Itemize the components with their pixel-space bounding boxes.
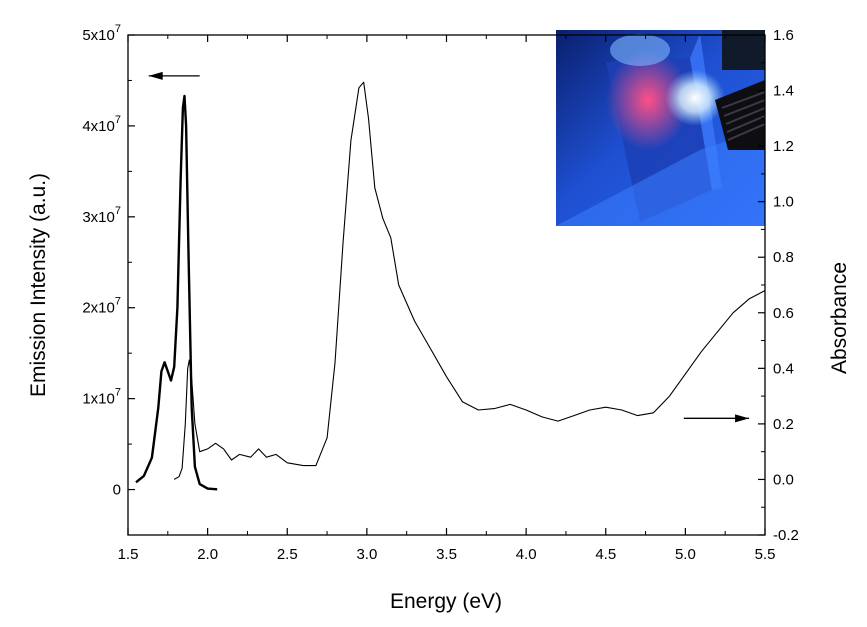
left-y-axis: 0 1x107 2x107 3x107 4x107 5x107 bbox=[82, 23, 135, 499]
x-tick-label: 1.5 bbox=[118, 546, 139, 563]
inset-top-glow bbox=[610, 34, 670, 66]
right-tick-label: 0.8 bbox=[773, 249, 794, 266]
right-axis-arrow bbox=[683, 414, 750, 423]
x-tick-label: 2.5 bbox=[277, 546, 298, 563]
right-tick-label: 0.2 bbox=[773, 416, 794, 433]
x-axis-title: Energy (eV) bbox=[390, 590, 502, 613]
right-axis-arrow-head bbox=[735, 414, 750, 423]
inset-dark-corner bbox=[722, 30, 765, 70]
left-tick-label: 1x107 bbox=[82, 387, 121, 408]
x-tick-label: 3.5 bbox=[436, 546, 457, 563]
right-tick-label: 1.0 bbox=[773, 194, 794, 211]
x-tick-label: 5.5 bbox=[755, 546, 776, 563]
left-axis-arrow bbox=[148, 71, 200, 80]
right-tick-label: 1.6 bbox=[773, 27, 794, 44]
right-tick-label: 0.6 bbox=[773, 305, 794, 322]
absorbance-series-line bbox=[173, 81, 766, 480]
inset-optic-tube bbox=[715, 80, 765, 150]
right-y-axis-title: Absorbance bbox=[828, 262, 851, 374]
inset-pink-glow bbox=[606, 50, 690, 150]
inset-photo bbox=[556, 30, 765, 226]
x-tick-label: 3.0 bbox=[356, 546, 377, 563]
left-tick-label: 5x107 bbox=[82, 23, 121, 44]
left-tick-label: 4x107 bbox=[82, 114, 121, 135]
right-tick-label: 1.4 bbox=[773, 83, 794, 100]
right-tick-label: 1.2 bbox=[773, 138, 794, 155]
right-tick-label: 0.4 bbox=[773, 360, 794, 377]
inset-light-beam bbox=[556, 128, 765, 226]
left-axis-arrow-head bbox=[148, 71, 163, 80]
x-tick-label: 2.0 bbox=[197, 546, 218, 563]
x-tick-label: 4.5 bbox=[595, 546, 616, 563]
right-y-axis: -0.2 0.0 0.2 0.4 0.6 0.8 1.0 1.2 1.4 1.6 bbox=[758, 27, 799, 544]
right-tick-label: -0.2 bbox=[773, 527, 799, 544]
axis-arrows bbox=[148, 71, 750, 423]
x-axis: 1.5 2.0 2.5 3.0 3.5 4.0 4.5 5.0 5.5 bbox=[118, 35, 776, 563]
left-tick-label: 0 bbox=[113, 482, 121, 499]
x-tick-label: 5.0 bbox=[675, 546, 696, 563]
right-tick-label: 0.0 bbox=[773, 471, 794, 488]
left-y-axis-title: Emission Intensity (a.u.) bbox=[27, 173, 50, 397]
left-tick-label: 3x107 bbox=[82, 205, 121, 226]
left-tick-label: 2x107 bbox=[82, 296, 121, 317]
emission-series-line bbox=[135, 94, 218, 491]
inset-white-glow bbox=[665, 70, 725, 126]
x-tick-label: 4.0 bbox=[516, 546, 537, 563]
